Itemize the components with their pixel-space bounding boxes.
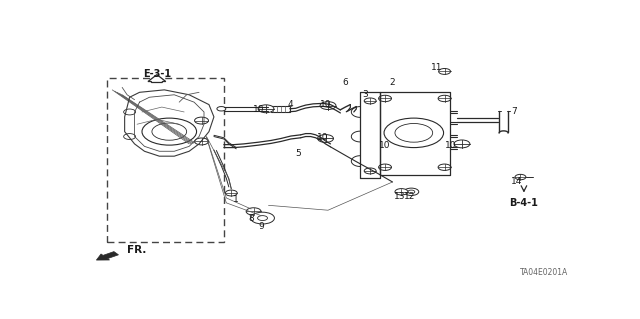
Circle shape xyxy=(395,189,408,195)
Circle shape xyxy=(454,140,470,148)
Text: 6: 6 xyxy=(342,78,348,87)
Text: 4: 4 xyxy=(288,100,294,109)
Text: 14: 14 xyxy=(511,177,522,187)
Circle shape xyxy=(195,117,209,124)
Text: 3: 3 xyxy=(362,90,368,99)
Circle shape xyxy=(217,107,226,111)
Circle shape xyxy=(142,118,196,145)
Circle shape xyxy=(438,69,451,74)
Circle shape xyxy=(515,174,526,180)
Circle shape xyxy=(320,102,336,109)
Text: 5: 5 xyxy=(296,149,301,158)
Text: FR.: FR. xyxy=(127,245,147,255)
Circle shape xyxy=(251,212,275,224)
Circle shape xyxy=(152,123,187,140)
Circle shape xyxy=(379,164,392,170)
Circle shape xyxy=(124,109,136,115)
Circle shape xyxy=(395,123,433,142)
Circle shape xyxy=(438,95,451,102)
Text: B-4-1: B-4-1 xyxy=(509,198,538,208)
Text: 7: 7 xyxy=(511,108,517,116)
Text: 10: 10 xyxy=(317,133,329,142)
FancyArrow shape xyxy=(97,252,118,260)
Circle shape xyxy=(364,98,376,104)
FancyArrow shape xyxy=(148,75,166,83)
Text: 12: 12 xyxy=(404,192,415,201)
Text: 9: 9 xyxy=(258,222,264,231)
Circle shape xyxy=(317,135,333,142)
Text: 10: 10 xyxy=(253,105,264,114)
Text: 10: 10 xyxy=(380,141,391,150)
Bar xyxy=(271,106,290,112)
Text: 13: 13 xyxy=(394,192,406,201)
Circle shape xyxy=(438,164,451,170)
Text: E-3-1: E-3-1 xyxy=(143,69,171,79)
Circle shape xyxy=(379,95,392,102)
Text: 8: 8 xyxy=(248,214,254,223)
Circle shape xyxy=(364,168,376,174)
Text: 10: 10 xyxy=(445,141,457,150)
Circle shape xyxy=(404,188,419,196)
Text: 10: 10 xyxy=(320,100,332,109)
Circle shape xyxy=(258,105,274,113)
Circle shape xyxy=(408,190,415,194)
Text: 1: 1 xyxy=(234,195,239,204)
Text: TA04E0201A: TA04E0201A xyxy=(520,268,568,277)
Circle shape xyxy=(257,216,268,220)
Circle shape xyxy=(246,208,261,215)
Text: 2: 2 xyxy=(390,78,396,87)
Circle shape xyxy=(195,138,209,145)
Text: 11: 11 xyxy=(431,63,443,72)
Circle shape xyxy=(124,134,136,139)
Circle shape xyxy=(384,118,444,148)
Circle shape xyxy=(225,190,237,196)
